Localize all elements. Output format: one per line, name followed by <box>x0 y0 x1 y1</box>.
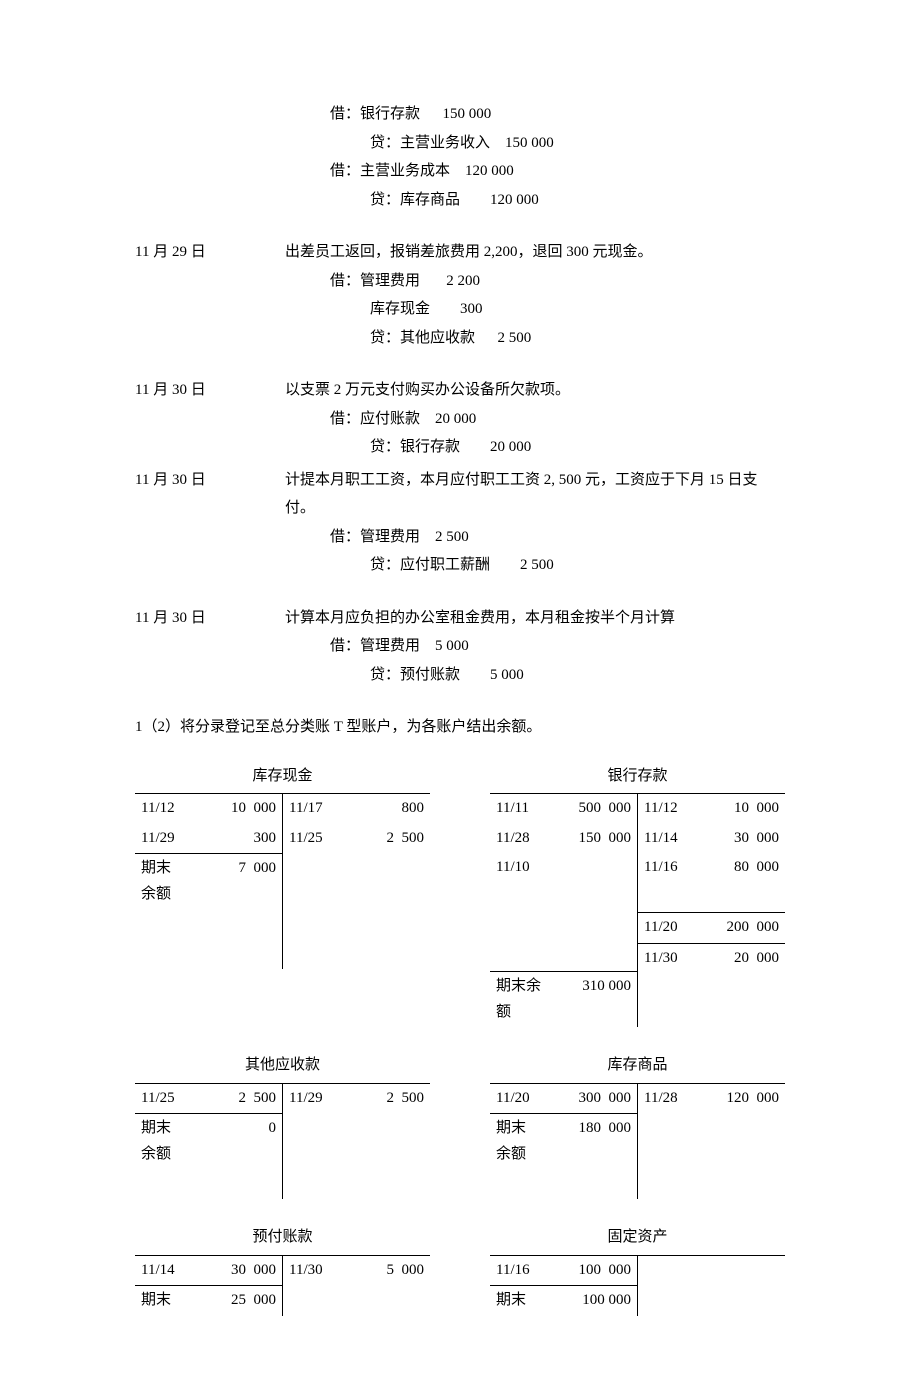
journal-entry: 库存现金 300 <box>135 295 785 324</box>
t-entry: 11/11500 000 <box>490 794 637 824</box>
t-balance: 期末 余额7 000 <box>135 853 282 909</box>
t-entry: 11/1680 000 <box>638 853 785 883</box>
t-entry <box>638 1256 785 1286</box>
t-account-title: 库存商品 <box>490 1051 785 1083</box>
t-entry: 11/1210 000 <box>638 794 785 824</box>
t-balance: 期末余 额310 000 <box>490 971 637 1027</box>
journal-dated-block: 11 月 30 日 计算本月应负担的办公室租金费用，本月租金按半个月计算 借：管… <box>135 604 785 690</box>
journal-description: 出差员工返回，报销差旅费用 2,200，退回 300 元现金。 <box>285 238 785 267</box>
journal-entry: 贷：应付职工薪酬 2 500 <box>135 551 785 580</box>
t-account-inventory: 库存商品 11/20300 000 期末 余额180 000 11/28120 … <box>490 1051 785 1199</box>
t-entry: 11/252 500 <box>283 824 430 854</box>
t-entry: 11/28120 000 <box>638 1084 785 1114</box>
journal-entry: 借：应付账款 20 000 <box>135 405 785 434</box>
section-title: 1（2）将分录登记至总分类账 T 型账户，为各账户结出余额。 <box>135 713 785 742</box>
t-entry: 11/16100 000 <box>490 1256 637 1286</box>
t-account-row: 库存现金 11/1210 000 11/29300 期末 余额7 000 11/… <box>135 762 785 1028</box>
journal-date: 11 月 30 日 <box>135 376 285 405</box>
journal-entry: 借：银行存款 150 000 <box>135 100 785 129</box>
t-balance: 期末 余额0 <box>135 1113 282 1169</box>
t-entry: 11/3020 000 <box>638 943 785 974</box>
journal-dated-block: 11 月 30 日 计提本月职工工资，本月应付职工工资 2, 500 元，工资应… <box>135 466 785 580</box>
journal-date: 11 月 30 日 <box>135 604 285 633</box>
journal-entry: 借：主营业务成本 120 000 <box>135 157 785 186</box>
t-entry <box>638 883 785 913</box>
t-entry: 11/1430 000 <box>135 1256 282 1286</box>
t-entry: 11/10 <box>490 853 637 883</box>
journal-entry: 贷：库存商品 120 000 <box>135 186 785 215</box>
t-account-title: 预付账款 <box>135 1223 430 1255</box>
journal-entry: 贷：预付账款 5 000 <box>135 661 785 690</box>
t-entry <box>490 883 637 913</box>
journal-description: 计算本月应负担的办公室租金费用，本月租金按半个月计算 <box>285 604 785 633</box>
journal-initial-block: 借：银行存款 150 000 贷：主营业务收入 150 000 借：主营业务成本… <box>135 100 785 214</box>
journal-entry: 借：管理费用 5 000 <box>135 632 785 661</box>
t-account-other-recv: 其他应收款 11/252 500 期末 余额0 11/292 500 <box>135 1051 430 1199</box>
journal-entry: 贷：其他应收款 2 500 <box>135 324 785 353</box>
journal-entry: 借：管理费用 2 500 <box>135 523 785 552</box>
journal-description: 以支票 2 万元支付购买办公设备所欠款项。 <box>285 376 785 405</box>
t-entry: 11/20300 000 <box>490 1084 637 1114</box>
t-entry: 11/1210 000 <box>135 794 282 824</box>
journal-description: 计提本月职工工资，本月应付职工工资 2, 500 元，工资应于下月 15 日支付… <box>285 466 785 523</box>
t-balance: 期末100 000 <box>490 1285 637 1316</box>
t-entry <box>490 942 637 972</box>
journal-date: 11 月 29 日 <box>135 238 285 267</box>
t-account-title: 固定资产 <box>490 1223 785 1255</box>
t-entry: 11/305 000 <box>283 1256 430 1286</box>
t-account-title: 库存现金 <box>135 762 430 794</box>
t-entry: 11/28150 000 <box>490 824 637 854</box>
t-account-bank: 银行存款 11/11500 000 11/28150 000 11/10 期末余… <box>490 762 785 1028</box>
t-balance: 期末 余额180 000 <box>490 1113 637 1169</box>
journal-date: 11 月 30 日 <box>135 466 285 523</box>
t-entry: 11/20200 000 <box>638 912 785 943</box>
t-account-title: 银行存款 <box>490 762 785 794</box>
t-entry: 11/29300 <box>135 824 282 854</box>
t-entry: 11/252 500 <box>135 1084 282 1114</box>
journal-dated-block: 11 月 29 日 出差员工返回，报销差旅费用 2,200，退回 300 元现金… <box>135 238 785 352</box>
journal-entry: 借：管理费用 2 200 <box>135 267 785 296</box>
journal-entry: 贷：主营业务收入 150 000 <box>135 129 785 158</box>
t-entry: 11/1430 000 <box>638 824 785 854</box>
t-account-title: 其他应收款 <box>135 1051 430 1083</box>
t-entry <box>490 912 637 942</box>
journal-entry: 贷：银行存款 20 000 <box>135 433 785 462</box>
t-entry: 11/17800 <box>283 794 430 824</box>
t-balance: 期末25 000 <box>135 1285 282 1316</box>
journal-dated-block: 11 月 30 日 以支票 2 万元支付购买办公设备所欠款项。 借：应付账款 2… <box>135 376 785 462</box>
t-entry: 11/292 500 <box>283 1084 430 1114</box>
t-account-cash: 库存现金 11/1210 000 11/29300 期末 余额7 000 11/… <box>135 762 430 970</box>
t-account-row: 其他应收款 11/252 500 期末 余额0 11/292 500 库存商品 … <box>135 1051 785 1199</box>
